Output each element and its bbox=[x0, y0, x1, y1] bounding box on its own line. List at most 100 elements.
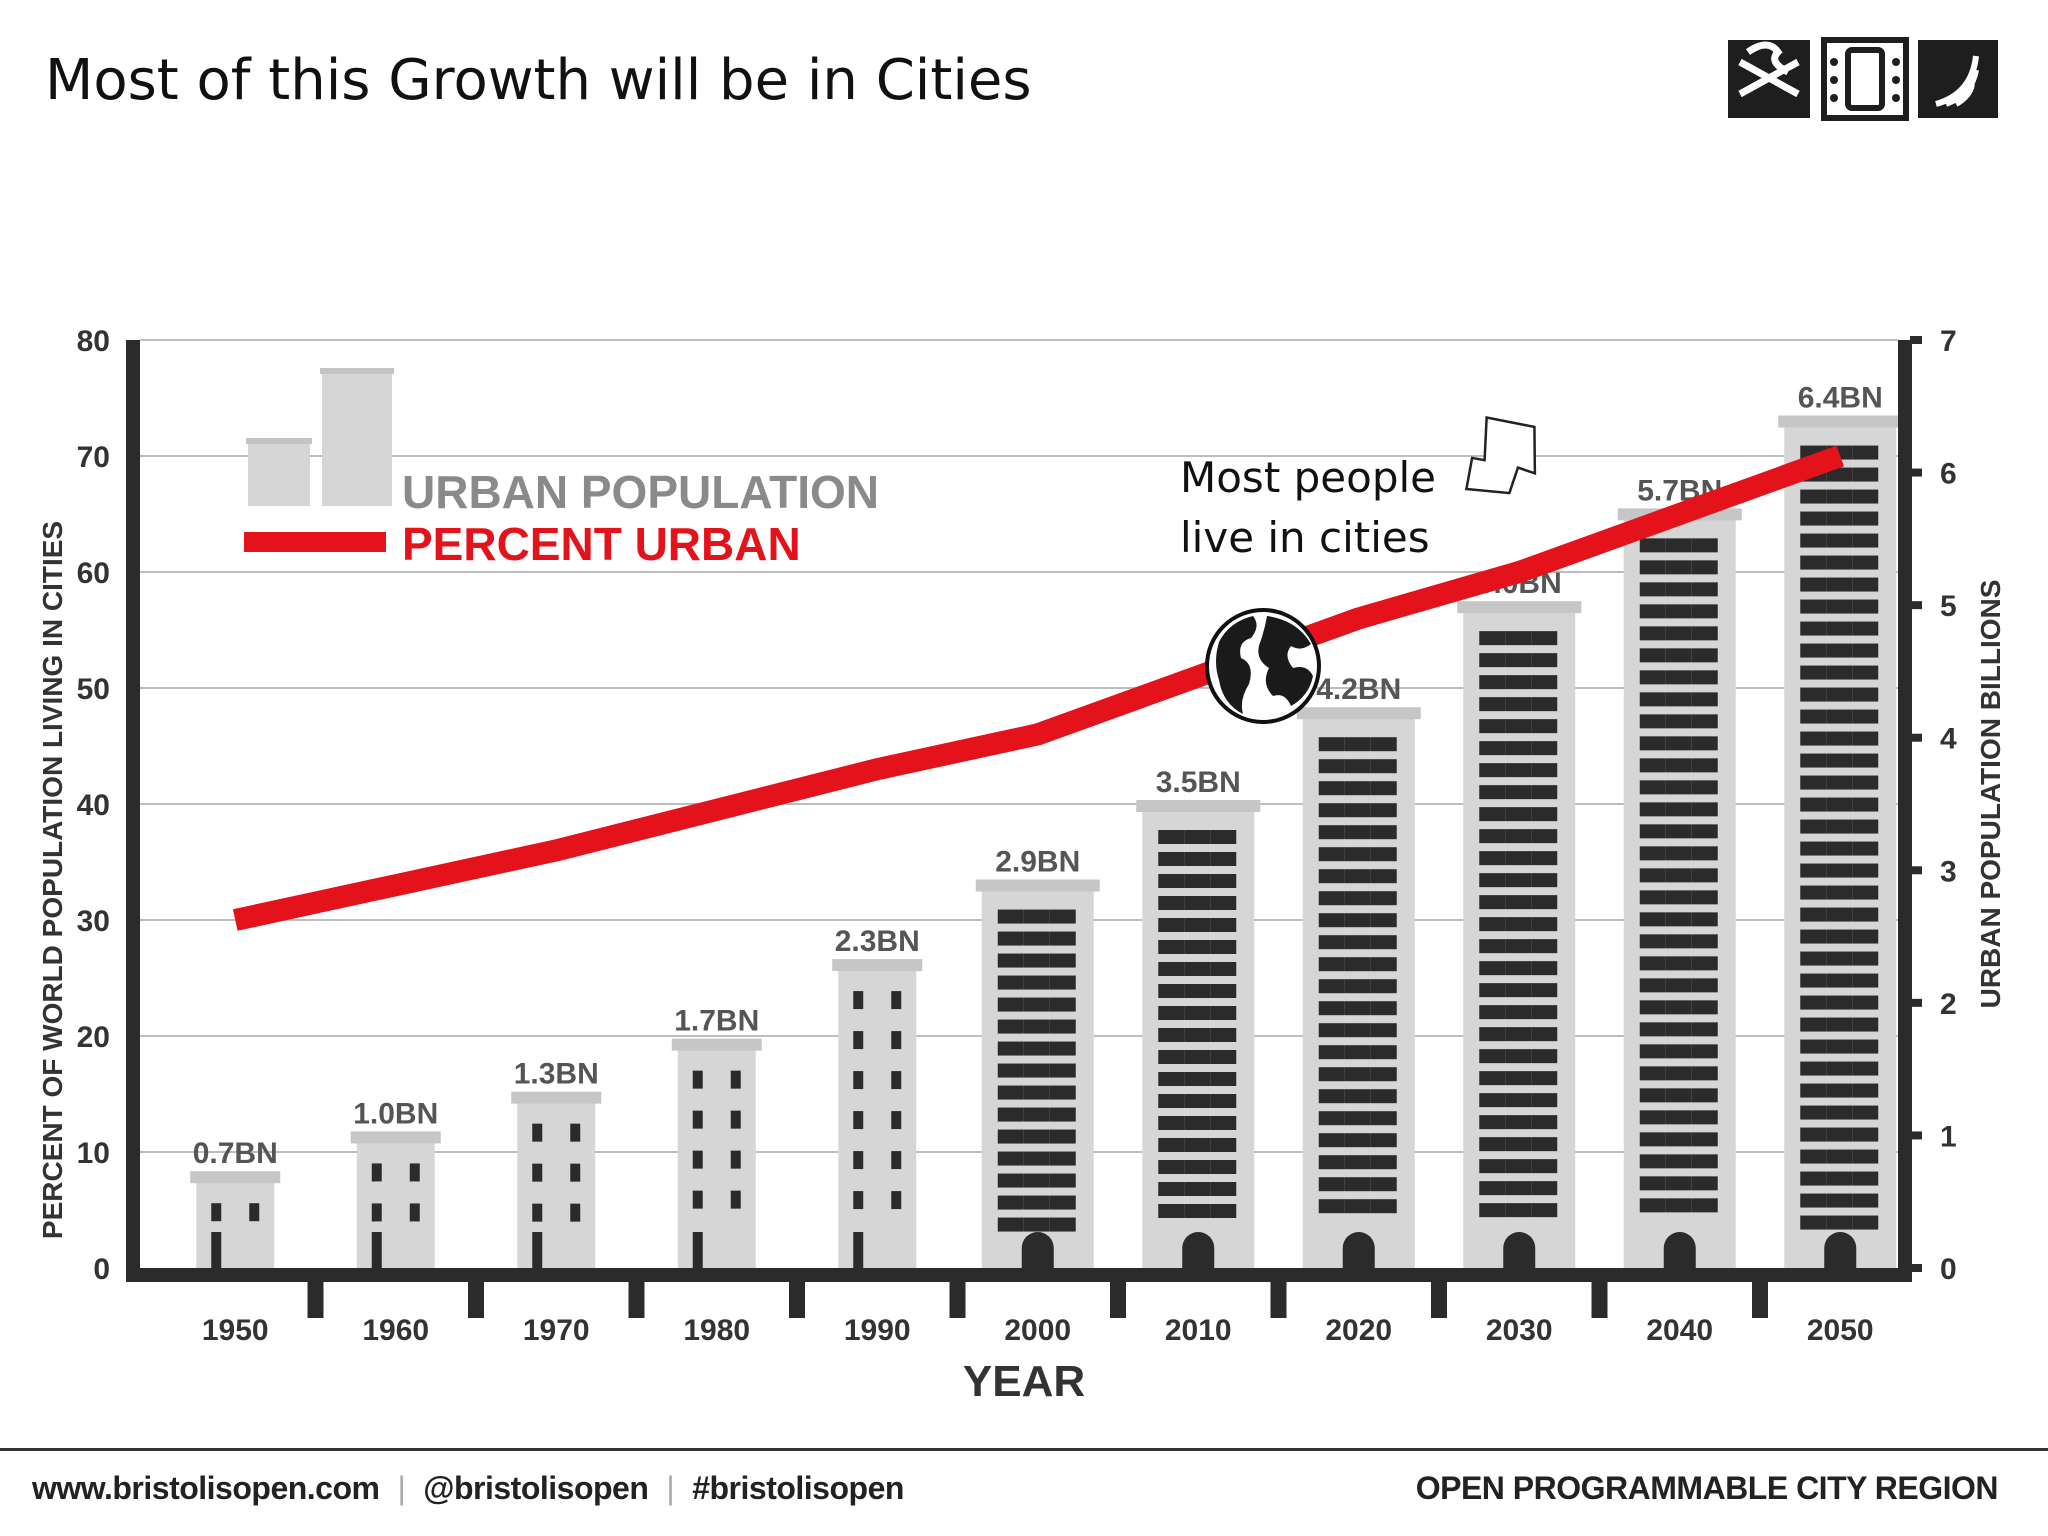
bar-data-label: 1.7BN bbox=[674, 1005, 759, 1038]
bar-window bbox=[1210, 1072, 1237, 1086]
bar-window bbox=[1826, 467, 1853, 482]
bar-window bbox=[1639, 1154, 1666, 1169]
bar-window bbox=[1826, 1193, 1853, 1208]
bar-window bbox=[1184, 1094, 1211, 1108]
bar-window bbox=[997, 931, 1024, 946]
bar-window bbox=[1318, 1023, 1345, 1038]
bar-window bbox=[1665, 758, 1692, 773]
x-tick-label: 1950 bbox=[202, 1314, 269, 1347]
y-right-tick bbox=[1910, 866, 1922, 875]
bar-window bbox=[1370, 781, 1397, 796]
bar-window bbox=[1158, 940, 1185, 954]
bar-window bbox=[1665, 1132, 1692, 1147]
bar-window bbox=[1639, 736, 1666, 751]
bar-window bbox=[1370, 1111, 1397, 1126]
x-tick-label: 2040 bbox=[1646, 1314, 1713, 1347]
bar-window bbox=[1505, 1159, 1532, 1174]
bar-window bbox=[1691, 802, 1718, 817]
bar-window bbox=[1639, 846, 1666, 861]
callout-line-2: live in cities bbox=[1180, 513, 1430, 562]
bar-door bbox=[371, 1232, 382, 1268]
bar-window bbox=[1665, 890, 1692, 905]
bar-window bbox=[1505, 631, 1532, 646]
bar-window bbox=[1639, 670, 1666, 685]
bar-window bbox=[1852, 709, 1879, 724]
bar-window bbox=[1318, 1089, 1345, 1104]
bar-window bbox=[1184, 1204, 1211, 1218]
footer-website-link[interactable]: www.bristolisopen.com bbox=[32, 1470, 380, 1506]
bar-window bbox=[1023, 1063, 1050, 1078]
bar-window bbox=[1184, 874, 1211, 888]
bar-window bbox=[1531, 829, 1558, 844]
bar-window bbox=[1852, 687, 1879, 702]
y-axis-right-label: URBAN POPULATION BILLIONS bbox=[1975, 580, 2006, 1009]
bar-window bbox=[1826, 797, 1853, 812]
bar-window bbox=[1505, 829, 1532, 844]
bar-window bbox=[1800, 907, 1827, 922]
bar-window bbox=[1852, 1017, 1879, 1032]
bar-window bbox=[997, 1107, 1024, 1122]
bar-window bbox=[1531, 653, 1558, 668]
bar-window bbox=[1505, 697, 1532, 712]
bar-window bbox=[1344, 1133, 1371, 1148]
bar-window bbox=[1852, 555, 1879, 570]
bar-window bbox=[1479, 785, 1506, 800]
bar-window bbox=[1370, 1155, 1397, 1170]
bar-window bbox=[997, 1041, 1024, 1056]
bar-window bbox=[1852, 1215, 1879, 1230]
bar-window bbox=[1210, 1138, 1237, 1152]
bar-window bbox=[1665, 714, 1692, 729]
bar-window bbox=[532, 1123, 543, 1142]
bar-cap bbox=[671, 1038, 762, 1051]
bar-window bbox=[1800, 555, 1827, 570]
bar-window bbox=[1665, 824, 1692, 839]
footer-twitter-link[interactable]: @bristolisopen bbox=[423, 1470, 649, 1506]
bar-window bbox=[1665, 956, 1692, 971]
bar-window bbox=[1210, 1116, 1237, 1130]
bar-window bbox=[1691, 1022, 1718, 1037]
bar-window bbox=[1852, 995, 1879, 1010]
footer-hashtag-link[interactable]: #bristolisopen bbox=[692, 1470, 904, 1506]
bar-window bbox=[1531, 1093, 1558, 1108]
bar bbox=[832, 959, 923, 1268]
bar-window bbox=[997, 997, 1024, 1012]
bar-window bbox=[1344, 913, 1371, 928]
bar-window bbox=[1691, 692, 1718, 707]
bar-window bbox=[1665, 1022, 1692, 1037]
bar-window bbox=[1531, 719, 1558, 734]
bar-window bbox=[1852, 643, 1879, 658]
bar-window bbox=[1479, 763, 1506, 778]
bar-window bbox=[1531, 873, 1558, 888]
bar-window bbox=[1639, 956, 1666, 971]
bar-window bbox=[1370, 891, 1397, 906]
bar-cap bbox=[1778, 415, 1903, 428]
bar-window bbox=[1344, 1111, 1371, 1126]
bar-window bbox=[1158, 984, 1185, 998]
bar-window bbox=[1691, 582, 1718, 597]
bar-cap bbox=[1296, 707, 1421, 720]
bar-window bbox=[1691, 626, 1718, 641]
bar-window bbox=[1665, 736, 1692, 751]
bar-window bbox=[1800, 709, 1827, 724]
bar-window bbox=[1800, 929, 1827, 944]
x-tick-label: 1960 bbox=[362, 1314, 429, 1347]
bar-door bbox=[1021, 1232, 1054, 1268]
bar-window bbox=[1505, 807, 1532, 822]
bar-door bbox=[853, 1232, 864, 1268]
bar-window bbox=[1479, 675, 1506, 690]
bar bbox=[1136, 800, 1261, 1268]
bar-window bbox=[1344, 759, 1371, 774]
y-right-tick bbox=[1910, 1131, 1922, 1140]
bar-window bbox=[1479, 719, 1506, 734]
bar-window bbox=[1691, 934, 1718, 949]
bar-window bbox=[1639, 626, 1666, 641]
bar-window bbox=[1344, 781, 1371, 796]
bar-window bbox=[1639, 560, 1666, 575]
bar-window bbox=[1639, 582, 1666, 597]
bar-door bbox=[692, 1232, 703, 1268]
bar-body bbox=[356, 1135, 435, 1268]
bar-window bbox=[1800, 775, 1827, 790]
bar-data-label: 3.5BN bbox=[1156, 766, 1241, 799]
bar-window bbox=[1665, 802, 1692, 817]
bar-window bbox=[1826, 995, 1853, 1010]
